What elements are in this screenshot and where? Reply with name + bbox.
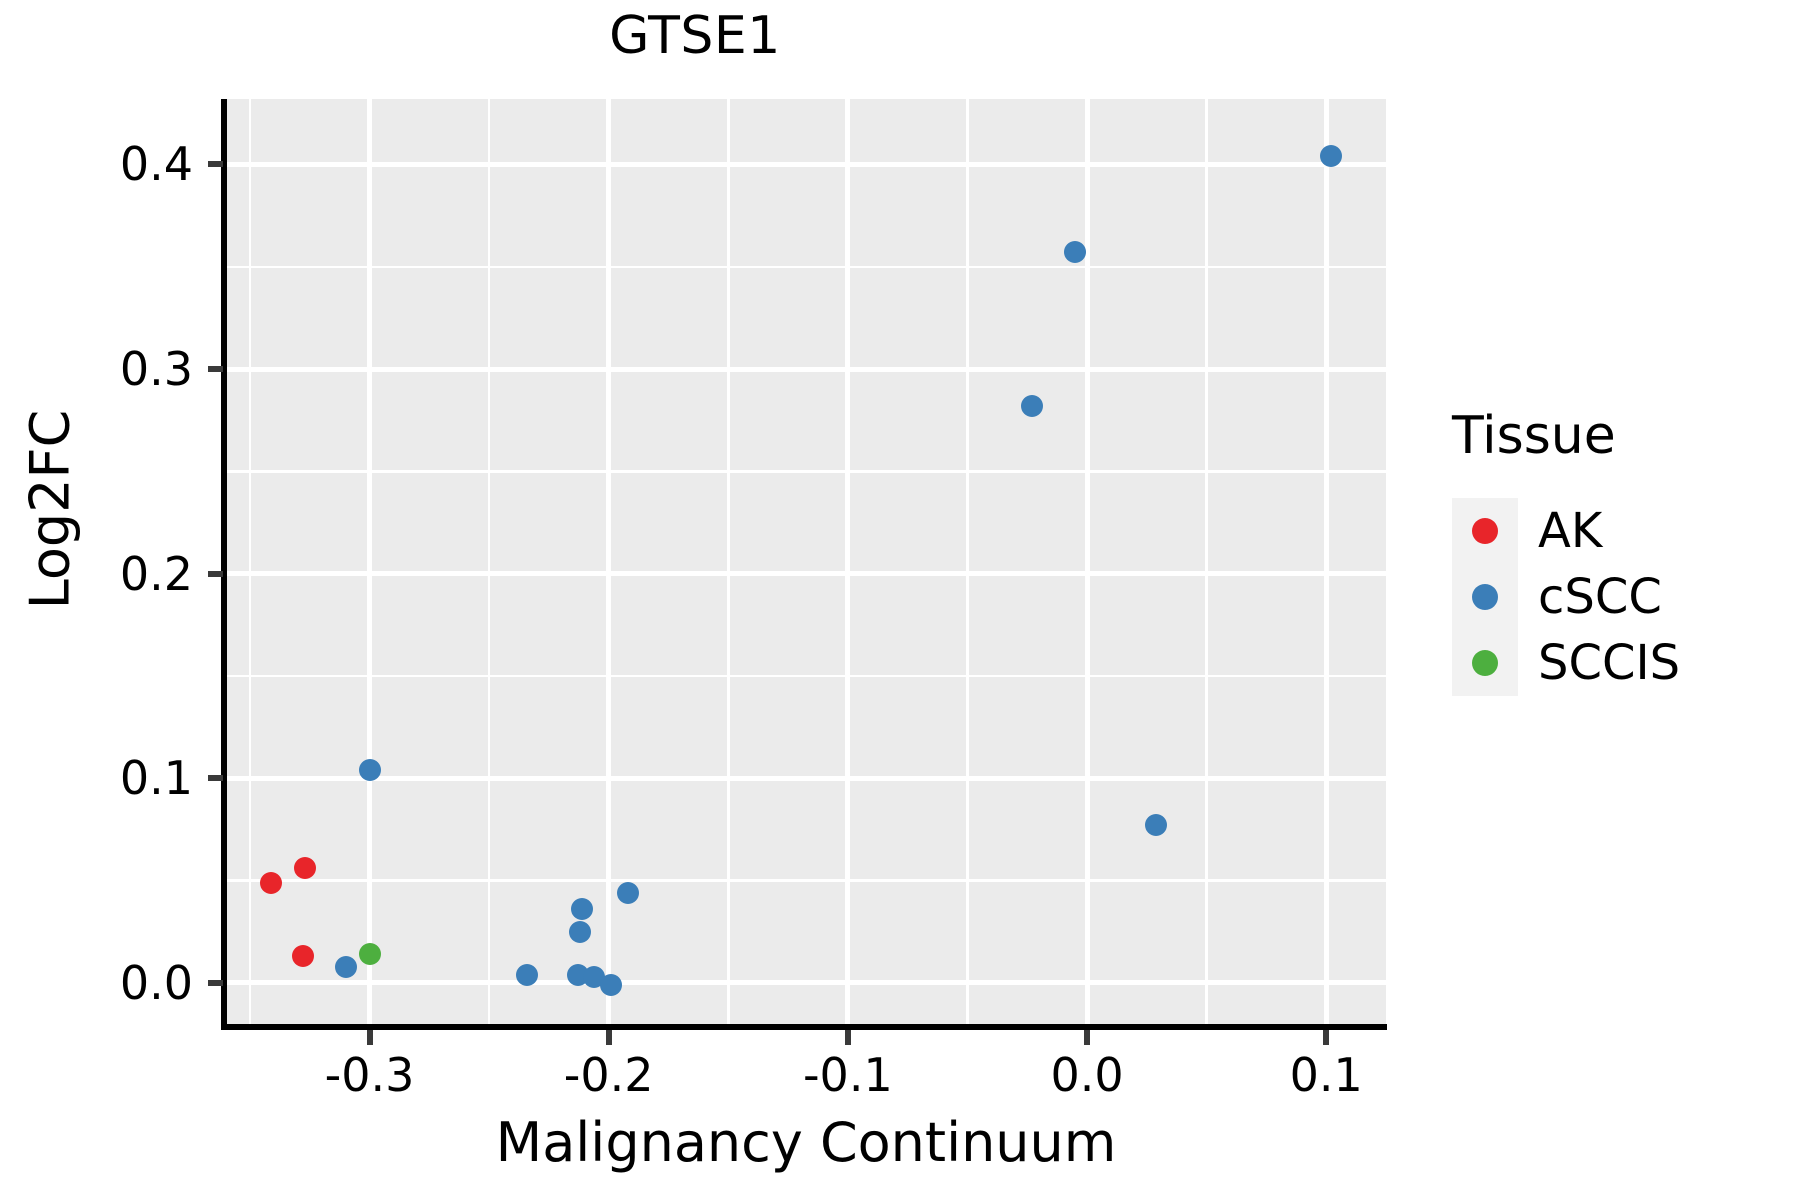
- x-axis-title: Malignancy Continuum: [495, 1111, 1117, 1174]
- scatter-point: [358, 759, 381, 782]
- scatter-point: [291, 945, 314, 968]
- gridline-minor-horizontal: [226, 674, 1386, 678]
- gridline-minor-vertical: [487, 99, 491, 1028]
- gridline-minor-vertical: [1205, 99, 1208, 1028]
- legend-item-ak[interactable]: AK: [1452, 498, 1782, 564]
- legend-item-cscc[interactable]: cSCC: [1452, 564, 1782, 630]
- gridline-vertical: [845, 99, 851, 1028]
- scatter-point: [583, 965, 606, 988]
- x-axis-tick: [844, 1030, 851, 1045]
- scatter-point: [334, 955, 357, 978]
- scatter-point: [600, 974, 623, 997]
- gridline-horizontal: [226, 571, 1386, 577]
- gridline-vertical: [606, 99, 612, 1028]
- legend-dot-icon: [1472, 584, 1498, 610]
- y-axis-tick-label: 0.2: [119, 546, 193, 601]
- gridline-vertical: [367, 99, 372, 1028]
- plot-panel: [226, 99, 1386, 1028]
- legend-dot-icon: [1472, 650, 1498, 676]
- x-axis-tick-label: -0.2: [563, 1048, 654, 1102]
- gridline-horizontal: [226, 775, 1386, 781]
- legend-item-label: AK: [1538, 503, 1603, 559]
- scatter-point: [293, 857, 316, 880]
- y-axis-tick-label: 0.1: [119, 751, 193, 806]
- y-axis-tick: [208, 161, 223, 168]
- legend-key: [1452, 630, 1518, 696]
- legend-title: Tissue: [1452, 406, 1616, 466]
- plot-panel-wrap: [226, 99, 1386, 1028]
- x-axis-line: [221, 1024, 1387, 1030]
- gridline-minor-vertical: [966, 99, 969, 1028]
- x-axis-tick-label: 0.1: [1289, 1048, 1363, 1102]
- legend-item-label: SCCIS: [1538, 635, 1681, 691]
- scatter-point: [568, 920, 591, 943]
- gridline-minor-vertical: [727, 99, 730, 1028]
- gridline-horizontal: [226, 161, 1386, 167]
- gridline-vertical: [1323, 99, 1329, 1028]
- scatter-point: [1064, 241, 1087, 264]
- y-axis-title: Log2FC: [18, 409, 82, 610]
- scatter-point: [260, 871, 283, 894]
- x-axis-tick-label: -0.1: [802, 1048, 893, 1102]
- y-axis-tick: [208, 570, 223, 577]
- x-axis-tick: [1084, 1030, 1091, 1045]
- scatter-point: [1319, 145, 1342, 168]
- scatter-point: [516, 963, 539, 986]
- y-axis-tick: [208, 366, 223, 373]
- gridline-horizontal: [226, 980, 1386, 986]
- scatter-point: [616, 881, 639, 904]
- y-axis-tick: [208, 979, 223, 986]
- legend-dot-icon: [1472, 518, 1498, 544]
- y-axis-tick-label: 0.3: [119, 342, 193, 397]
- page-title: GTSE1: [609, 6, 781, 66]
- scatter-point: [1021, 394, 1044, 417]
- gridline-minor-vertical: [248, 99, 252, 1028]
- legend: Tissue AK cSCC SCCIS: [1452, 410, 1782, 696]
- scatter-point: [571, 898, 594, 921]
- gridline-minor-horizontal: [226, 879, 1386, 882]
- gridline-minor-horizontal: [226, 470, 1386, 473]
- gridline-horizontal: [226, 366, 1386, 372]
- x-axis-tick-label: 0.0: [1050, 1048, 1124, 1102]
- y-axis-tick: [208, 775, 223, 782]
- y-axis-tick-label: 0.0: [119, 955, 193, 1010]
- x-axis-tick: [1323, 1030, 1330, 1045]
- legend-item-sccis[interactable]: SCCIS: [1452, 630, 1782, 696]
- y-axis-line: [221, 99, 227, 1030]
- gridline-minor-horizontal: [226, 265, 1386, 269]
- legend-key: [1452, 498, 1518, 564]
- legend-key: [1452, 564, 1518, 630]
- legend-items: AK cSCC SCCIS: [1452, 498, 1782, 696]
- scatter-point: [1145, 814, 1168, 837]
- x-axis-tick-label: -0.3: [324, 1048, 415, 1102]
- x-axis-tick: [605, 1030, 612, 1045]
- scatter-point: [358, 943, 381, 966]
- x-axis-tick: [366, 1030, 373, 1045]
- legend-item-label: cSCC: [1538, 569, 1662, 625]
- y-axis-tick-label: 0.4: [119, 137, 193, 192]
- gridline-vertical: [1084, 99, 1090, 1028]
- scatter-point: [566, 963, 589, 986]
